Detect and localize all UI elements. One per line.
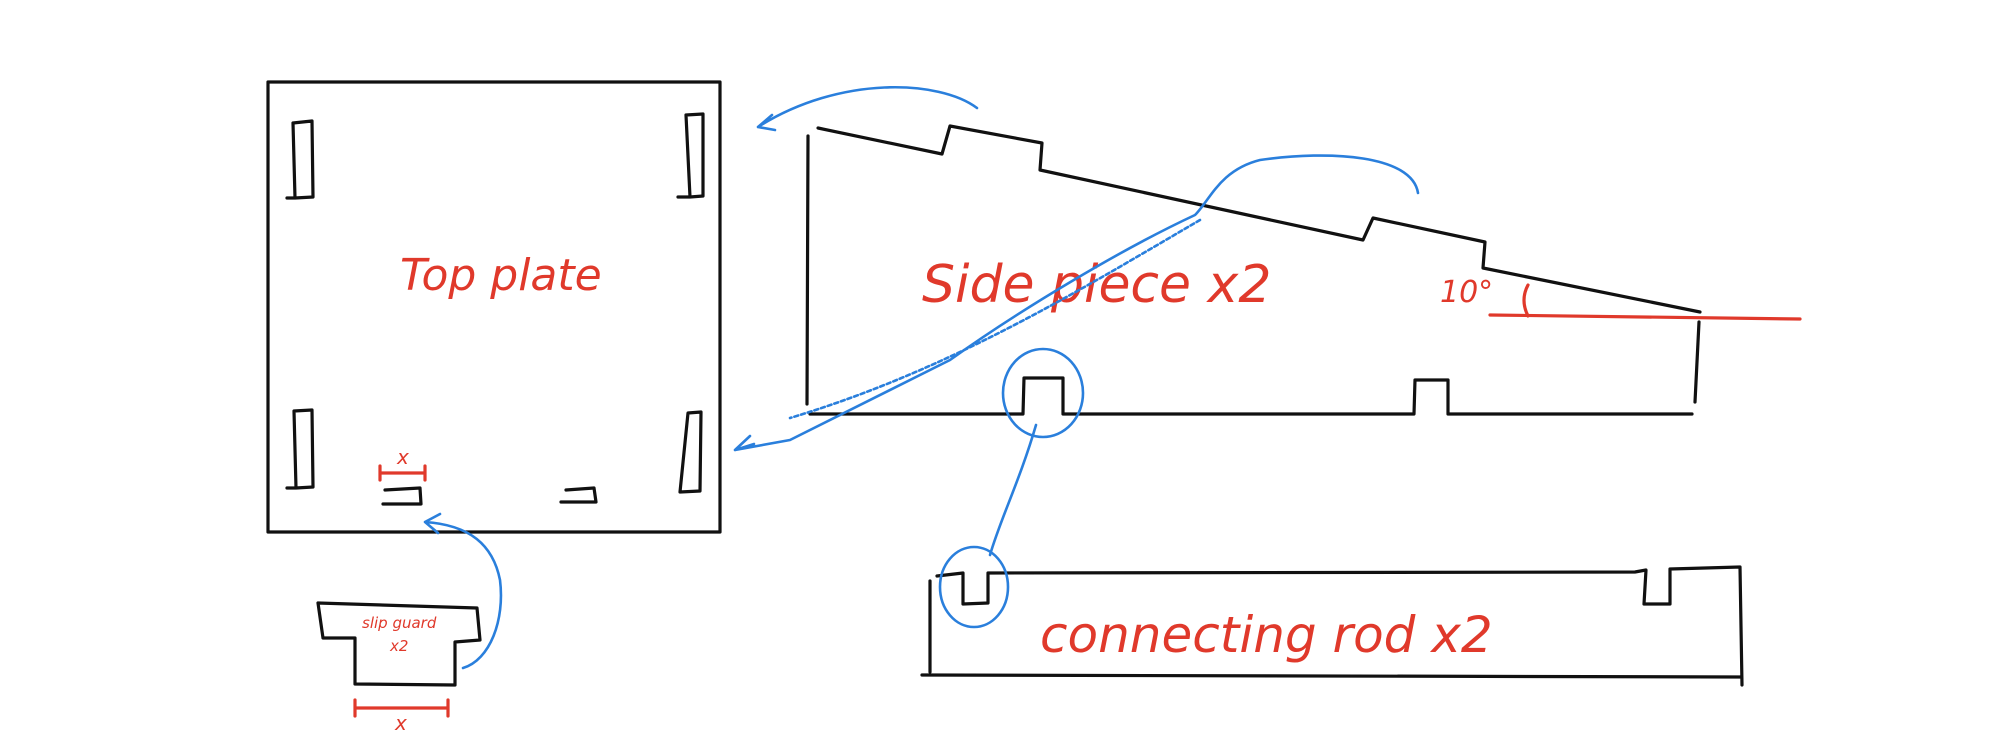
connecting-rod-outline (920, 565, 1744, 687)
connecting-rod: connecting rod x2 (920, 565, 1744, 687)
slot-top-right (676, 112, 705, 199)
slip-guard-label: slip guard (362, 614, 437, 632)
line-side-slot-to-rod-slot (988, 423, 1038, 557)
slip-guard-count: x2 (389, 637, 408, 655)
slot-top-left (285, 119, 315, 200)
side-piece: 10° Side piece x2 (805, 124, 1802, 416)
top-plate: x Top plate (266, 80, 722, 534)
connector-annotations (423, 86, 1420, 670)
circle-rod-slot (938, 545, 1010, 629)
side-piece-label: Side piece x2 (922, 255, 1271, 315)
top-plate-label: Top plate (400, 250, 602, 301)
slot-bottom-left (285, 408, 315, 490)
guard-slot-left (381, 486, 423, 506)
arrow-slope-to-top-plate (733, 154, 1420, 452)
arrow-slip-guard-to-slot (423, 512, 503, 670)
connecting-rod-label: connecting rod x2 (1040, 606, 1493, 664)
circle-side-slot (1001, 347, 1085, 439)
dimension-label-bottom: x (394, 711, 407, 735)
dimension-label-top: x (396, 445, 409, 469)
side-piece-outline (805, 124, 1702, 416)
guard-slot-right (559, 486, 598, 504)
slot-bottom-right (678, 410, 703, 494)
angle-arc (1522, 283, 1530, 318)
slip-guard: slip guard x2 x (316, 601, 482, 735)
angle-label: 10° (1440, 275, 1493, 310)
arrow-side-to-top-plate (756, 86, 979, 132)
dimension-marker-top (378, 464, 427, 482)
slip-guard-outline (316, 601, 482, 687)
angle-reference-line (1488, 313, 1802, 321)
dashed-guide-line (788, 218, 1202, 420)
dimension-marker-bottom (353, 698, 450, 718)
